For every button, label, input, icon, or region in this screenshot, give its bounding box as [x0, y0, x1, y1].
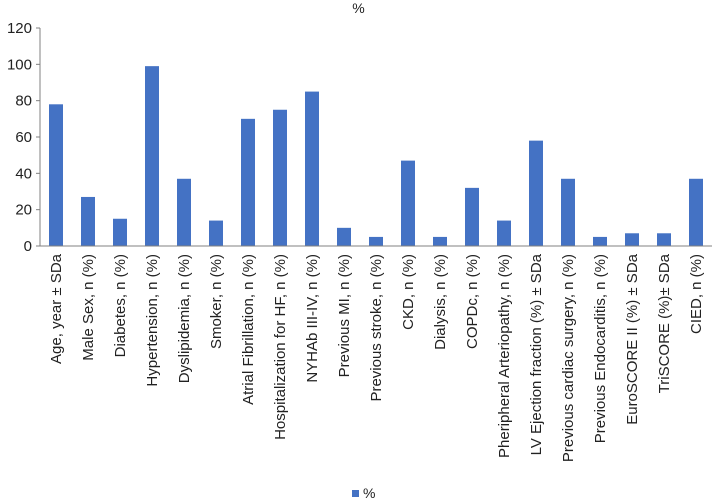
- x-category-label: TriSCORE (%)± SDa: [656, 253, 673, 393]
- x-category-label: Previous stroke, n (%): [368, 254, 385, 402]
- y-axis-ticks: 0 20 40 60 80 100 120: [7, 20, 40, 255]
- bar: [209, 220, 223, 246]
- bar: [337, 227, 351, 246]
- bar: [529, 140, 543, 246]
- x-category-label: Dyslipidemia, n (%): [176, 254, 193, 383]
- bar: [241, 118, 255, 246]
- bar: [657, 233, 671, 246]
- legend-swatch: [352, 489, 359, 497]
- y-tick-label: 60: [15, 129, 32, 146]
- x-category-label: Hospitalization for HF, n (%): [272, 254, 289, 440]
- x-category-label: Previous cardiac surgery, n (%): [560, 254, 577, 462]
- bar: [497, 220, 511, 246]
- y-tick-label: 100: [7, 56, 32, 73]
- bar: [401, 160, 415, 246]
- x-category-label: Hypertension, n (%): [144, 254, 161, 387]
- bar: [177, 178, 191, 246]
- bar: [689, 178, 703, 246]
- bar: [625, 233, 639, 246]
- x-category-label: Dialysis, n (%): [432, 254, 449, 350]
- bar: [273, 109, 287, 246]
- x-axis-category-labels: Age, year ± SDa Male Sex, n (%) Diabetes, …: [48, 253, 705, 462]
- bar: [433, 236, 447, 246]
- y-tick-label: 120: [7, 20, 32, 37]
- legend: %: [352, 485, 376, 501]
- bar: [369, 236, 383, 246]
- bar: [305, 91, 319, 246]
- x-category-label: Previous Endocarditis, n (%): [592, 254, 609, 443]
- x-category-label: Pheripheral Arteriopathy, n (%): [496, 254, 513, 458]
- x-category-label: Age, year ± SDa: [48, 253, 65, 364]
- x-category-label: LV Ejection fraction (%) ± SDa: [528, 253, 545, 455]
- y-tick-label: 0: [24, 238, 32, 255]
- x-category-label: Atrial Fibrillation, n (%): [240, 254, 257, 405]
- bar: [561, 178, 575, 246]
- x-category-label: Smoker, n (%): [208, 254, 225, 349]
- x-category-label: CKD, n (%): [400, 254, 417, 330]
- bar: [113, 218, 127, 246]
- bar: [593, 236, 607, 246]
- y-tick-label: 40: [15, 165, 32, 182]
- x-category-label: NYHAb III-IV, n (%): [304, 254, 321, 383]
- legend-label: %: [363, 485, 376, 501]
- chart-title: %: [352, 0, 365, 16]
- bar: [465, 187, 479, 246]
- bar: [49, 104, 63, 246]
- y-tick-label: 20: [15, 202, 32, 219]
- x-category-label: EuroSCORE II (%) ± SDa: [624, 253, 641, 424]
- bar: [81, 196, 95, 246]
- x-category-label: Diabetes, n (%): [112, 254, 129, 357]
- x-category-label: COPDc, n (%): [464, 254, 481, 349]
- bar: [145, 66, 159, 247]
- x-category-label: Male Sex, n (%): [80, 254, 97, 361]
- x-category-label: CIED, n (%): [688, 254, 705, 334]
- y-tick-label: 80: [15, 93, 32, 110]
- x-category-label: Previous MI, n (%): [336, 254, 353, 377]
- bar-series: [49, 66, 703, 247]
